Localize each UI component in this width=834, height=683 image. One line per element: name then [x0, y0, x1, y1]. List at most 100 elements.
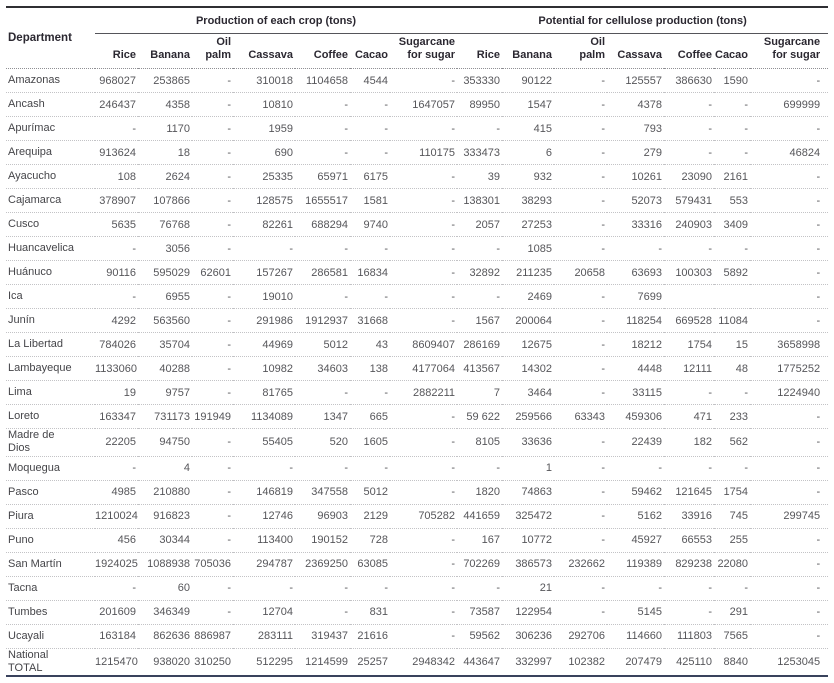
- production-value-cell: 108: [117, 170, 136, 183]
- production-value-cell: 34603: [317, 362, 348, 375]
- production-value-cell: -: [227, 338, 231, 351]
- production-value-cell: 294787: [256, 558, 293, 571]
- cellulose-value-cell: 1820: [475, 486, 501, 499]
- cellulose-value-cell: 6: [545, 146, 553, 159]
- production-value-cell: -: [132, 462, 136, 475]
- cellulose-value-cell: -: [816, 242, 821, 255]
- production-value-cell: -: [451, 630, 456, 643]
- cellulose-value-cell: 7699: [637, 290, 663, 303]
- cellulose-value-cell: -: [744, 98, 749, 111]
- production-value-cell: -: [451, 218, 456, 231]
- production-value-cell: 10982: [262, 362, 293, 375]
- cellulose-value-cell: -: [601, 122, 606, 135]
- cellulose-value-cell: 52073: [631, 194, 663, 207]
- cellulose-value-cell: 211235: [516, 266, 553, 279]
- cellulose-value-cell: 125557: [625, 74, 663, 87]
- cellulose-value-cell: -: [744, 146, 749, 159]
- production-value-cell: 163184: [99, 630, 136, 643]
- production-value-cell: -: [132, 242, 136, 255]
- cellulose-value-cell: -: [601, 98, 606, 111]
- cellulose-value-cell: -: [496, 242, 501, 255]
- crop-production-table: Department Production of each crop (tons…: [6, 6, 829, 678]
- production-value-cell: 563560: [153, 314, 190, 327]
- cellulose-value-cell: -: [708, 98, 713, 111]
- table-row: Ancash 246437 4358 - 10810 - - 1647057 89950 1547…: [6, 92, 829, 117]
- cellulose-value-cell: 5145: [637, 606, 663, 619]
- cellulose-value-cell: -: [744, 462, 749, 475]
- cellulose-value-cell: -: [816, 194, 821, 207]
- production-value-cell: -: [344, 122, 348, 135]
- cellulose-value-cell: -: [816, 436, 821, 449]
- production-value-cell: 1581: [363, 194, 388, 207]
- production-value-cell: -: [344, 290, 348, 303]
- department-cell: Apurímac: [8, 122, 56, 135]
- cellulose-value-cell: -: [601, 436, 606, 449]
- cellulose-value-cell: 232662: [568, 558, 606, 571]
- production-value-cell: 968027: [99, 74, 136, 87]
- production-value-cell: -: [344, 98, 348, 111]
- cellulose-value-cell: -: [601, 510, 606, 523]
- cellulose-value-cell: 100303: [675, 266, 713, 279]
- production-value-cell: 6955: [165, 290, 190, 303]
- cellulose-value-cell: -: [708, 242, 713, 255]
- cellulose-value-cell: 63693: [631, 266, 663, 279]
- production-value-cell: -: [227, 534, 231, 547]
- cellulose-value-cell: 10261: [631, 170, 663, 183]
- cellulose-value-cell: -: [496, 290, 501, 303]
- cellulose-value-cell: -: [601, 170, 606, 183]
- production-value-cell: 688294: [311, 218, 348, 231]
- production-value-cell: -: [344, 462, 348, 475]
- production-value-cell: 1133060: [95, 362, 138, 375]
- table-row: Puno 456 30344 - 113400 190152 728 - 167 10772 - 45…: [6, 528, 829, 552]
- cellulose-value-cell: 553: [729, 194, 749, 207]
- production-value-cell: 113400: [257, 534, 293, 547]
- cellulose-value-cell: -: [658, 242, 663, 255]
- production-value-cell: 310018: [256, 74, 293, 87]
- production-value-cell: 291986: [256, 314, 293, 327]
- col-header-cellulose-cacao: Cacao: [715, 48, 749, 61]
- cellulose-value-cell: -: [816, 218, 821, 231]
- cellulose-value-cell: 59 622: [466, 410, 501, 423]
- cellulose-value-cell: 3409: [723, 218, 749, 231]
- production-value-cell: -: [227, 170, 231, 183]
- cellulose-value-cell: 33115: [632, 386, 663, 399]
- production-value-cell: -: [227, 218, 231, 231]
- production-value-cell: 18: [177, 146, 190, 159]
- table-row: La Libertad 784026 35704 - 44969 5012 43 860940…: [6, 332, 829, 357]
- department-cell: Tumbes: [8, 605, 48, 618]
- cellulose-value-cell: 12675: [521, 338, 553, 351]
- cellulose-value-cell: 138301: [463, 194, 501, 207]
- cellulose-value-cell: 1: [545, 462, 553, 475]
- cellulose-value-cell: -: [816, 266, 821, 279]
- production-value-cell: 163347: [99, 410, 136, 423]
- col-header-production-sugarcane-for-sugar: Sugarcane for sugar: [398, 36, 456, 61]
- production-value-cell: 90116: [106, 266, 136, 279]
- cellulose-value-cell: 279: [643, 146, 663, 159]
- cellulose-value-cell: 22439: [631, 436, 663, 449]
- table-row: Ayacucho 108 2624 - 25335 65971 6175 - 39 932 - 102…: [6, 164, 829, 189]
- cellulose-value-cell: -: [601, 242, 606, 255]
- cellulose-value-cell: -: [744, 242, 749, 255]
- cellulose-value-cell: 18212: [631, 338, 663, 351]
- department-cell: Madre de Dios: [8, 429, 55, 455]
- cellulose-value-cell: 73587: [469, 606, 501, 619]
- cellulose-value-cell: 459306: [625, 410, 663, 423]
- production-value-cell: 690: [274, 146, 293, 159]
- col-header-production-cacao: Cacao: [354, 48, 388, 61]
- cellulose-value-cell: 74863: [521, 486, 553, 499]
- production-value-cell: 16834: [357, 266, 388, 279]
- department-cell: Cajamarca: [8, 194, 62, 207]
- cellulose-value-cell: -: [816, 630, 821, 643]
- cellulose-value-cell: 1567: [475, 314, 501, 327]
- department-cell: Amazonas: [8, 74, 60, 87]
- cellulose-value-cell: 21: [539, 582, 553, 595]
- cellulose-value-cell: 306236: [515, 630, 553, 643]
- cellulose-value-cell: -: [816, 486, 821, 499]
- production-value-cell: 1959: [268, 122, 293, 135]
- production-value-cell: -: [451, 436, 456, 449]
- production-value-cell: 2624: [165, 170, 190, 183]
- table-row: Huancavelica - 3056 - - - - - - 1085 - - - - -: [6, 236, 829, 261]
- cellulose-value-cell: 233: [729, 410, 749, 423]
- production-value-cell: -: [289, 462, 293, 475]
- table-row: Lima 19 9757 - 81765 - - 2882211 7 3464 - 33115 - - 12…: [6, 380, 829, 405]
